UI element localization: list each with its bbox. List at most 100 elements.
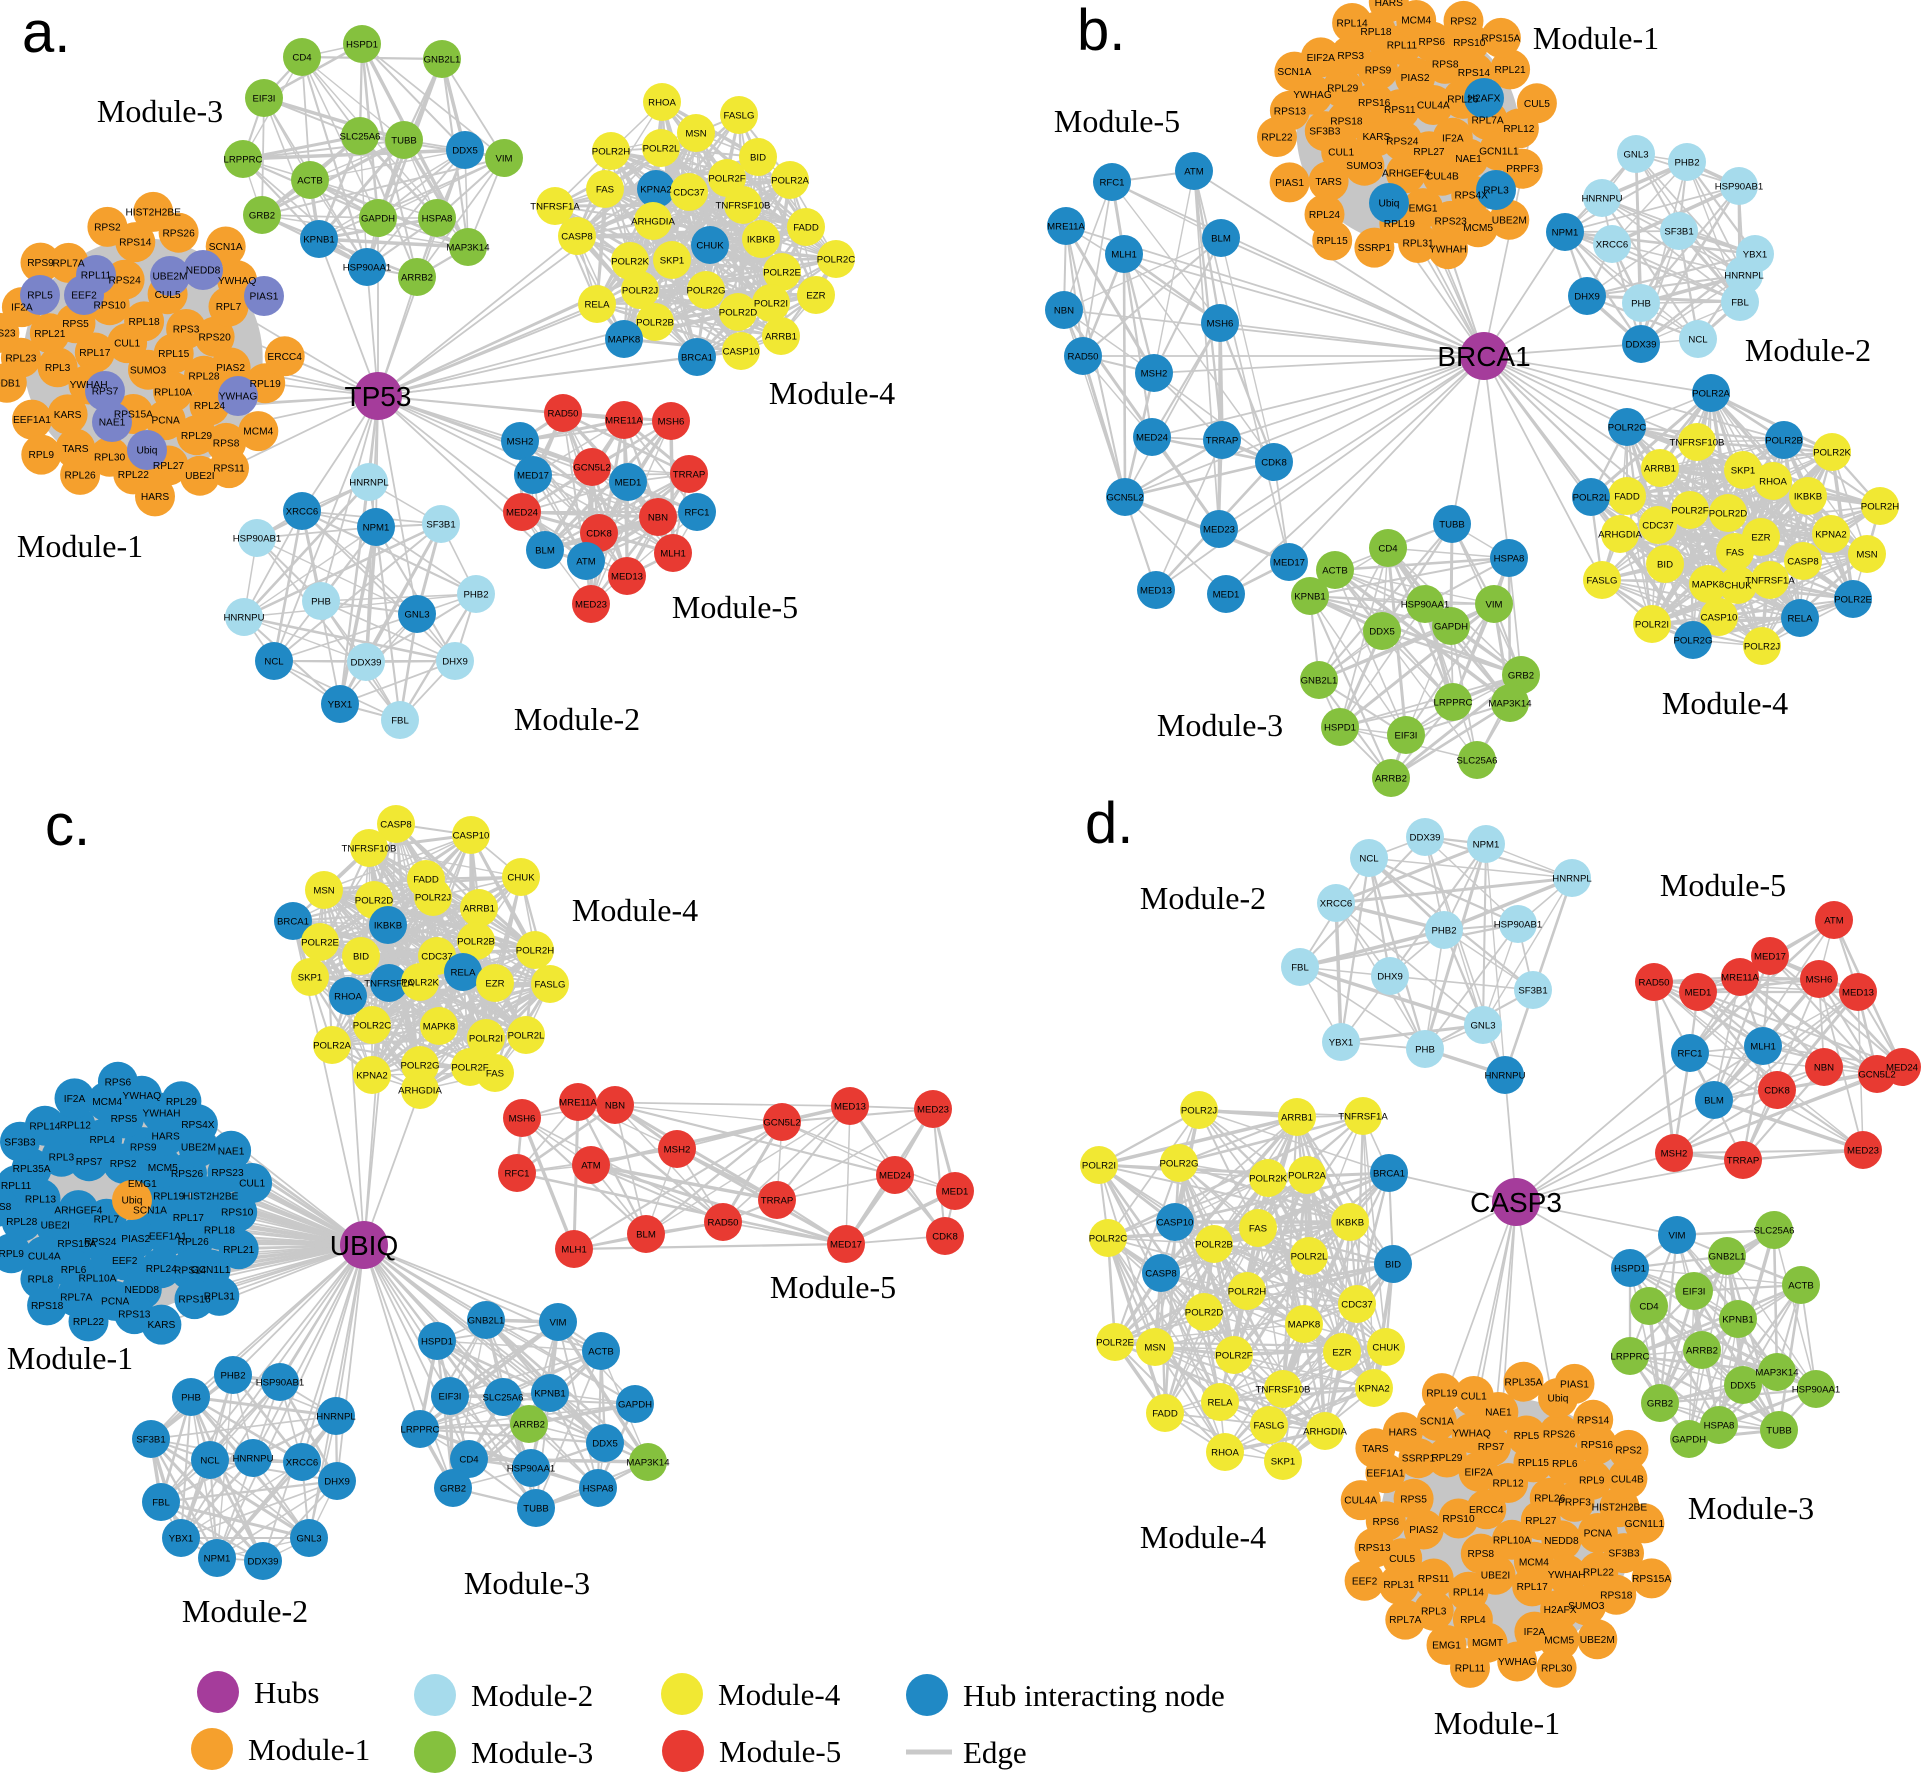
svg-text:HNRNPU: HNRNPU: [1484, 1070, 1525, 1081]
svg-text:IKBKB: IKBKB: [747, 234, 775, 245]
svg-text:LRPPRC: LRPPRC: [401, 1424, 440, 1435]
svg-text:DDX5: DDX5: [452, 145, 478, 156]
svg-text:EIF3I: EIF3I: [253, 93, 276, 104]
svg-text:RPL3: RPL3: [45, 363, 71, 374]
svg-text:CUL4A: CUL4A: [28, 1252, 61, 1263]
svg-text:RPL27: RPL27: [153, 461, 184, 472]
svg-text:RPL4: RPL4: [1460, 1615, 1486, 1626]
svg-text:ATM: ATM: [1184, 166, 1204, 177]
svg-text:TNFRSF1A: TNFRSF1A: [364, 978, 414, 989]
svg-text:GCN5L2: GCN5L2: [1858, 1069, 1895, 1080]
svg-text:RPL4: RPL4: [89, 1135, 115, 1146]
svg-text:RPS8: RPS8: [0, 1202, 12, 1213]
svg-text:VIM: VIM: [549, 1317, 566, 1328]
svg-text:RPS26: RPS26: [171, 1169, 204, 1180]
svg-text:RPS2: RPS2: [1615, 1445, 1642, 1456]
svg-text:TRRAP: TRRAP: [673, 469, 706, 480]
svg-text:KPNA2: KPNA2: [356, 1070, 387, 1081]
svg-text:RPS23: RPS23: [211, 1168, 244, 1179]
svg-text:RPS18: RPS18: [1600, 1590, 1633, 1601]
svg-text:EMG1: EMG1: [1409, 204, 1438, 215]
svg-text:ARHGEF4: ARHGEF4: [54, 1206, 102, 1217]
svg-text:Hubs: Hubs: [254, 1675, 319, 1710]
svg-text:POLR2F: POLR2F: [1215, 1350, 1252, 1361]
svg-text:HNRNPU: HNRNPU: [1581, 193, 1622, 204]
svg-text:GNB2L1: GNB2L1: [1301, 675, 1338, 686]
svg-text:RPS15A: RPS15A: [1632, 1574, 1671, 1585]
svg-text:DDX39: DDX39: [248, 1556, 279, 1567]
svg-text:PHB: PHB: [181, 1392, 201, 1403]
svg-text:RFC1: RFC1: [1677, 1048, 1702, 1059]
svg-text:MAPK8: MAPK8: [423, 1021, 456, 1032]
svg-text:SF3B1: SF3B1: [426, 519, 455, 530]
svg-text:TNFRSF10B: TNFRSF10B: [342, 843, 397, 854]
svg-text:RPS10: RPS10: [94, 301, 127, 312]
svg-text:YWHAQ: YWHAQ: [123, 1091, 162, 1102]
svg-text:RPL26: RPL26: [1447, 94, 1478, 105]
svg-text:TARS: TARS: [1362, 1444, 1389, 1455]
svg-text:SLC25A6: SLC25A6: [1753, 1225, 1794, 1236]
svg-text:GCN5L2: GCN5L2: [573, 462, 610, 473]
svg-text:RPS15A: RPS15A: [114, 410, 153, 421]
svg-text:RPL31: RPL31: [1403, 239, 1434, 250]
svg-text:MAPK8: MAPK8: [608, 334, 641, 345]
svg-text:CASP10: CASP10: [1157, 1217, 1194, 1228]
svg-text:MAP3K14: MAP3K14: [1488, 698, 1532, 709]
svg-text:RPS10: RPS10: [1453, 38, 1486, 49]
svg-text:MED13: MED13: [1842, 987, 1874, 998]
svg-text:RPS11: RPS11: [213, 464, 245, 475]
svg-text:RPL17: RPL17: [1517, 1582, 1548, 1593]
svg-text:ARHGDIA: ARHGDIA: [1598, 529, 1642, 540]
svg-text:NPM1: NPM1: [1473, 839, 1500, 850]
svg-text:SKP1: SKP1: [660, 255, 685, 266]
svg-text:FAS: FAS: [1249, 1223, 1267, 1234]
svg-text:LRPPRC: LRPPRC: [1611, 1351, 1650, 1362]
svg-text:DHX9: DHX9: [324, 1476, 350, 1487]
svg-text:HSPD1: HSPD1: [421, 1336, 453, 1347]
svg-text:XRCC6: XRCC6: [1320, 898, 1353, 909]
svg-text:RPL21: RPL21: [34, 329, 65, 340]
svg-text:GRB2: GRB2: [440, 1483, 466, 1494]
svg-text:RPL22: RPL22: [1261, 133, 1292, 144]
svg-text:PIAS2: PIAS2: [1409, 1525, 1438, 1536]
svg-text:HIST2H2BE: HIST2H2BE: [1592, 1503, 1648, 1514]
svg-text:NBN: NBN: [605, 1100, 625, 1111]
svg-text:POLR2L: POLR2L: [643, 143, 680, 154]
svg-text:CD4: CD4: [292, 52, 312, 63]
svg-text:NAE1: NAE1: [1485, 1408, 1512, 1419]
svg-text:POLR2L: POLR2L: [1573, 492, 1610, 503]
svg-text:RFC1: RFC1: [1099, 177, 1124, 188]
svg-text:RPL31: RPL31: [204, 1292, 235, 1303]
svg-text:MLH1: MLH1: [1750, 1041, 1776, 1052]
svg-text:EEF1A1: EEF1A1: [149, 1232, 187, 1243]
svg-text:Module-2: Module-2: [514, 701, 640, 737]
svg-text:POLR2E: POLR2E: [1096, 1337, 1134, 1348]
svg-text:MSH6: MSH6: [509, 1113, 536, 1124]
svg-text:YBX1: YBX1: [169, 1533, 194, 1544]
svg-text:RPS10: RPS10: [1442, 1514, 1475, 1525]
svg-text:NEDD8: NEDD8: [1544, 1536, 1579, 1547]
svg-text:POLR2B: POLR2B: [1765, 435, 1803, 446]
svg-text:EZR: EZR: [1332, 1347, 1351, 1358]
svg-text:SUMO3: SUMO3: [1346, 161, 1383, 172]
svg-text:DHX9: DHX9: [1574, 291, 1600, 302]
svg-text:Module-4: Module-4: [718, 1677, 841, 1712]
svg-text:RPL26: RPL26: [1534, 1494, 1565, 1505]
svg-text:POLR2K: POLR2K: [611, 256, 649, 267]
svg-text:MED17: MED17: [1754, 951, 1786, 962]
svg-text:SSRP1: SSRP1: [1358, 243, 1392, 254]
svg-text:RPL8: RPL8: [28, 1275, 54, 1286]
svg-text:MSN: MSN: [685, 128, 706, 139]
svg-text:Module-4: Module-4: [769, 375, 895, 411]
svg-text:PHB2: PHB2: [1431, 925, 1456, 936]
svg-text:HNRNPU: HNRNPU: [232, 1453, 273, 1464]
svg-text:FBL: FBL: [1291, 962, 1309, 973]
svg-text:CASP8: CASP8: [1787, 556, 1818, 567]
svg-text:PHB: PHB: [1415, 1044, 1435, 1055]
svg-text:XRCC6: XRCC6: [286, 506, 319, 517]
svg-text:ARRB1: ARRB1: [1644, 463, 1676, 474]
svg-text:CUL5: CUL5: [1524, 99, 1550, 110]
svg-text:RPS23: RPS23: [1435, 216, 1468, 227]
svg-text:Edge: Edge: [963, 1735, 1027, 1770]
svg-text:RPS24: RPS24: [84, 1237, 117, 1248]
